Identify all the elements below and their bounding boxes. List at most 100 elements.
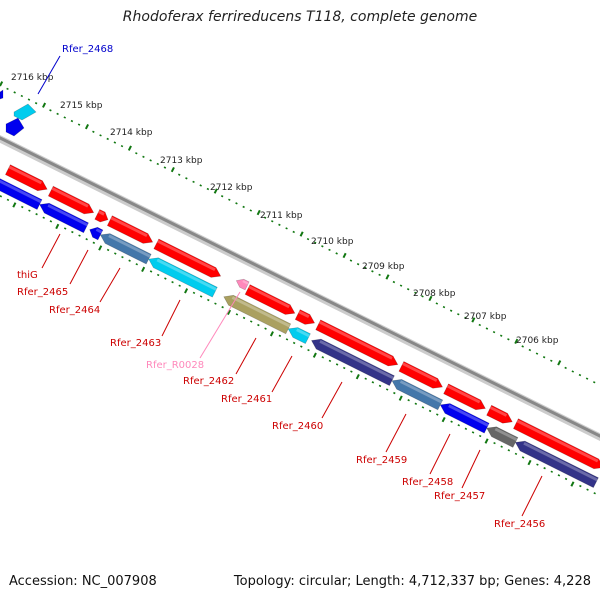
tick-mark-inner — [514, 452, 518, 456]
tick-mark-inner — [292, 341, 296, 345]
leader-line — [385, 413, 407, 453]
gene-rfer-2459-highlight — [402, 362, 438, 382]
accession-text: Accession: NC_007908 — [9, 574, 157, 589]
gene-rfer-2458 — [443, 383, 486, 411]
gene-rfer-2460-highlight — [318, 320, 393, 360]
kbp-label: 2713 kbp — [160, 156, 203, 166]
gene-reverse-5-highlight — [156, 258, 217, 291]
tick-mark-inner — [221, 306, 224, 309]
tick-mark-outer — [292, 230, 295, 234]
tick-mark-outer — [542, 356, 546, 359]
tick-mark-outer — [442, 305, 446, 309]
gene-label: Rfer_2463 — [110, 338, 161, 349]
tick-mark-inner — [478, 434, 482, 438]
tick-mark-outer — [242, 205, 245, 209]
gene-reverse-2 — [39, 202, 89, 234]
tick-mark-outer — [428, 295, 433, 302]
tick-mark-outer — [206, 187, 210, 191]
leader-line — [321, 381, 343, 419]
kbp-label: 2709 kbp — [362, 262, 405, 272]
tick-mark-outer — [106, 137, 109, 141]
kbp-label: 2706 kbp — [516, 336, 559, 346]
tick-mark-outer — [42, 102, 47, 108]
tick-mark-outer — [464, 316, 467, 319]
tick-mark-inner — [335, 363, 339, 366]
gene-rfer-2458-highlight — [446, 384, 481, 404]
gene-label: Rfer_R0028 — [146, 360, 204, 371]
gene-layer — [0, 89, 600, 489]
tick-mark-inner — [141, 266, 146, 273]
tick-mark-inner — [484, 438, 489, 444]
gene-rfer-2457 — [486, 404, 513, 424]
gene-reverse-11-highlight — [494, 427, 518, 441]
gene-reverse-3 — [89, 226, 104, 241]
tick-mark-outer — [349, 259, 353, 262]
tick-mark-inner — [342, 366, 346, 370]
gene-rfer-2468-partner — [5, 117, 25, 137]
tick-mark-outer — [571, 370, 575, 373]
gene-rfer-2463-highlight — [157, 239, 216, 271]
gene-rfer-r0028 — [235, 278, 250, 291]
tick-mark-outer — [256, 209, 261, 216]
tick-mark-outer — [34, 102, 38, 105]
tick-mark-inner — [507, 449, 511, 452]
tick-mark-outer — [421, 295, 424, 298]
tick-mark-outer — [385, 274, 390, 280]
tick-mark-inner — [364, 377, 367, 380]
leader-line — [69, 249, 89, 285]
tick-mark-inner — [393, 391, 396, 395]
tick-mark-inner — [450, 420, 453, 423]
tick-mark-outer — [514, 338, 519, 345]
tick-mark-inner — [543, 467, 546, 470]
tick-mark-inner — [321, 356, 325, 359]
tick-mark-inner — [249, 320, 253, 323]
tick-mark-outer — [485, 327, 489, 330]
tick-mark-outer — [220, 195, 224, 198]
tick-mark-inner — [71, 230, 74, 234]
tick-mark-inner — [85, 238, 88, 241]
tick-mark-inner — [407, 399, 410, 402]
tick-mark-inner — [557, 474, 561, 477]
gene-reverse-6-highlight — [231, 296, 291, 328]
tick-mark-inner — [269, 331, 274, 337]
topology-text: Topology: circular; Length: 4,712,337 bp… — [233, 574, 591, 589]
gene-reverse-12-highlight — [523, 442, 598, 482]
tick-mark-outer — [228, 198, 231, 201]
tick-mark-outer — [27, 98, 31, 101]
tick-mark-outer — [406, 288, 410, 291]
gene-label: Rfer_2459 — [356, 455, 407, 466]
tick-mark-outer — [557, 360, 562, 366]
leader-layer — [37, 55, 543, 517]
tick-mark-outer — [142, 155, 145, 158]
tick-mark-inner — [149, 270, 153, 273]
tick-mark-outer — [199, 184, 202, 187]
tick-mark-inner — [28, 209, 31, 212]
tick-mark-inner — [78, 234, 81, 237]
kbp-label: 2716 kbp — [11, 73, 54, 83]
tick-mark-inner — [312, 352, 317, 358]
gene-label: Rfer_2457 — [434, 491, 485, 502]
tick-mark-inner — [355, 374, 360, 380]
gene-reverse-10 — [439, 403, 490, 434]
leader-line — [461, 449, 481, 489]
tick-mark-inner — [570, 481, 575, 487]
gene-rfer-2464-highlight — [110, 216, 148, 237]
gene-reverse-8-highlight — [319, 340, 394, 380]
gene-rfer-2464 — [106, 215, 154, 244]
gene-reverse-11 — [486, 426, 519, 448]
gene-rfer-2459 — [398, 361, 443, 389]
tick-mark-outer — [564, 366, 567, 370]
leader-line — [161, 299, 181, 337]
tick-mark-inner — [226, 309, 232, 315]
gene-label: Rfer_2460 — [272, 421, 323, 432]
tick-mark-outer — [578, 373, 582, 377]
tick-mark-outer — [585, 377, 589, 380]
tick-mark-inner — [49, 220, 53, 223]
tick-mark-inner — [235, 313, 239, 316]
tick-mark-outer — [521, 345, 524, 348]
tick-mark-outer — [77, 123, 81, 126]
tick-mark-outer — [235, 202, 238, 205]
gene-rfer-2457-highlight — [489, 406, 508, 417]
gene-reverse-10-highlight — [448, 404, 489, 427]
tick-mark-outer — [92, 130, 95, 133]
